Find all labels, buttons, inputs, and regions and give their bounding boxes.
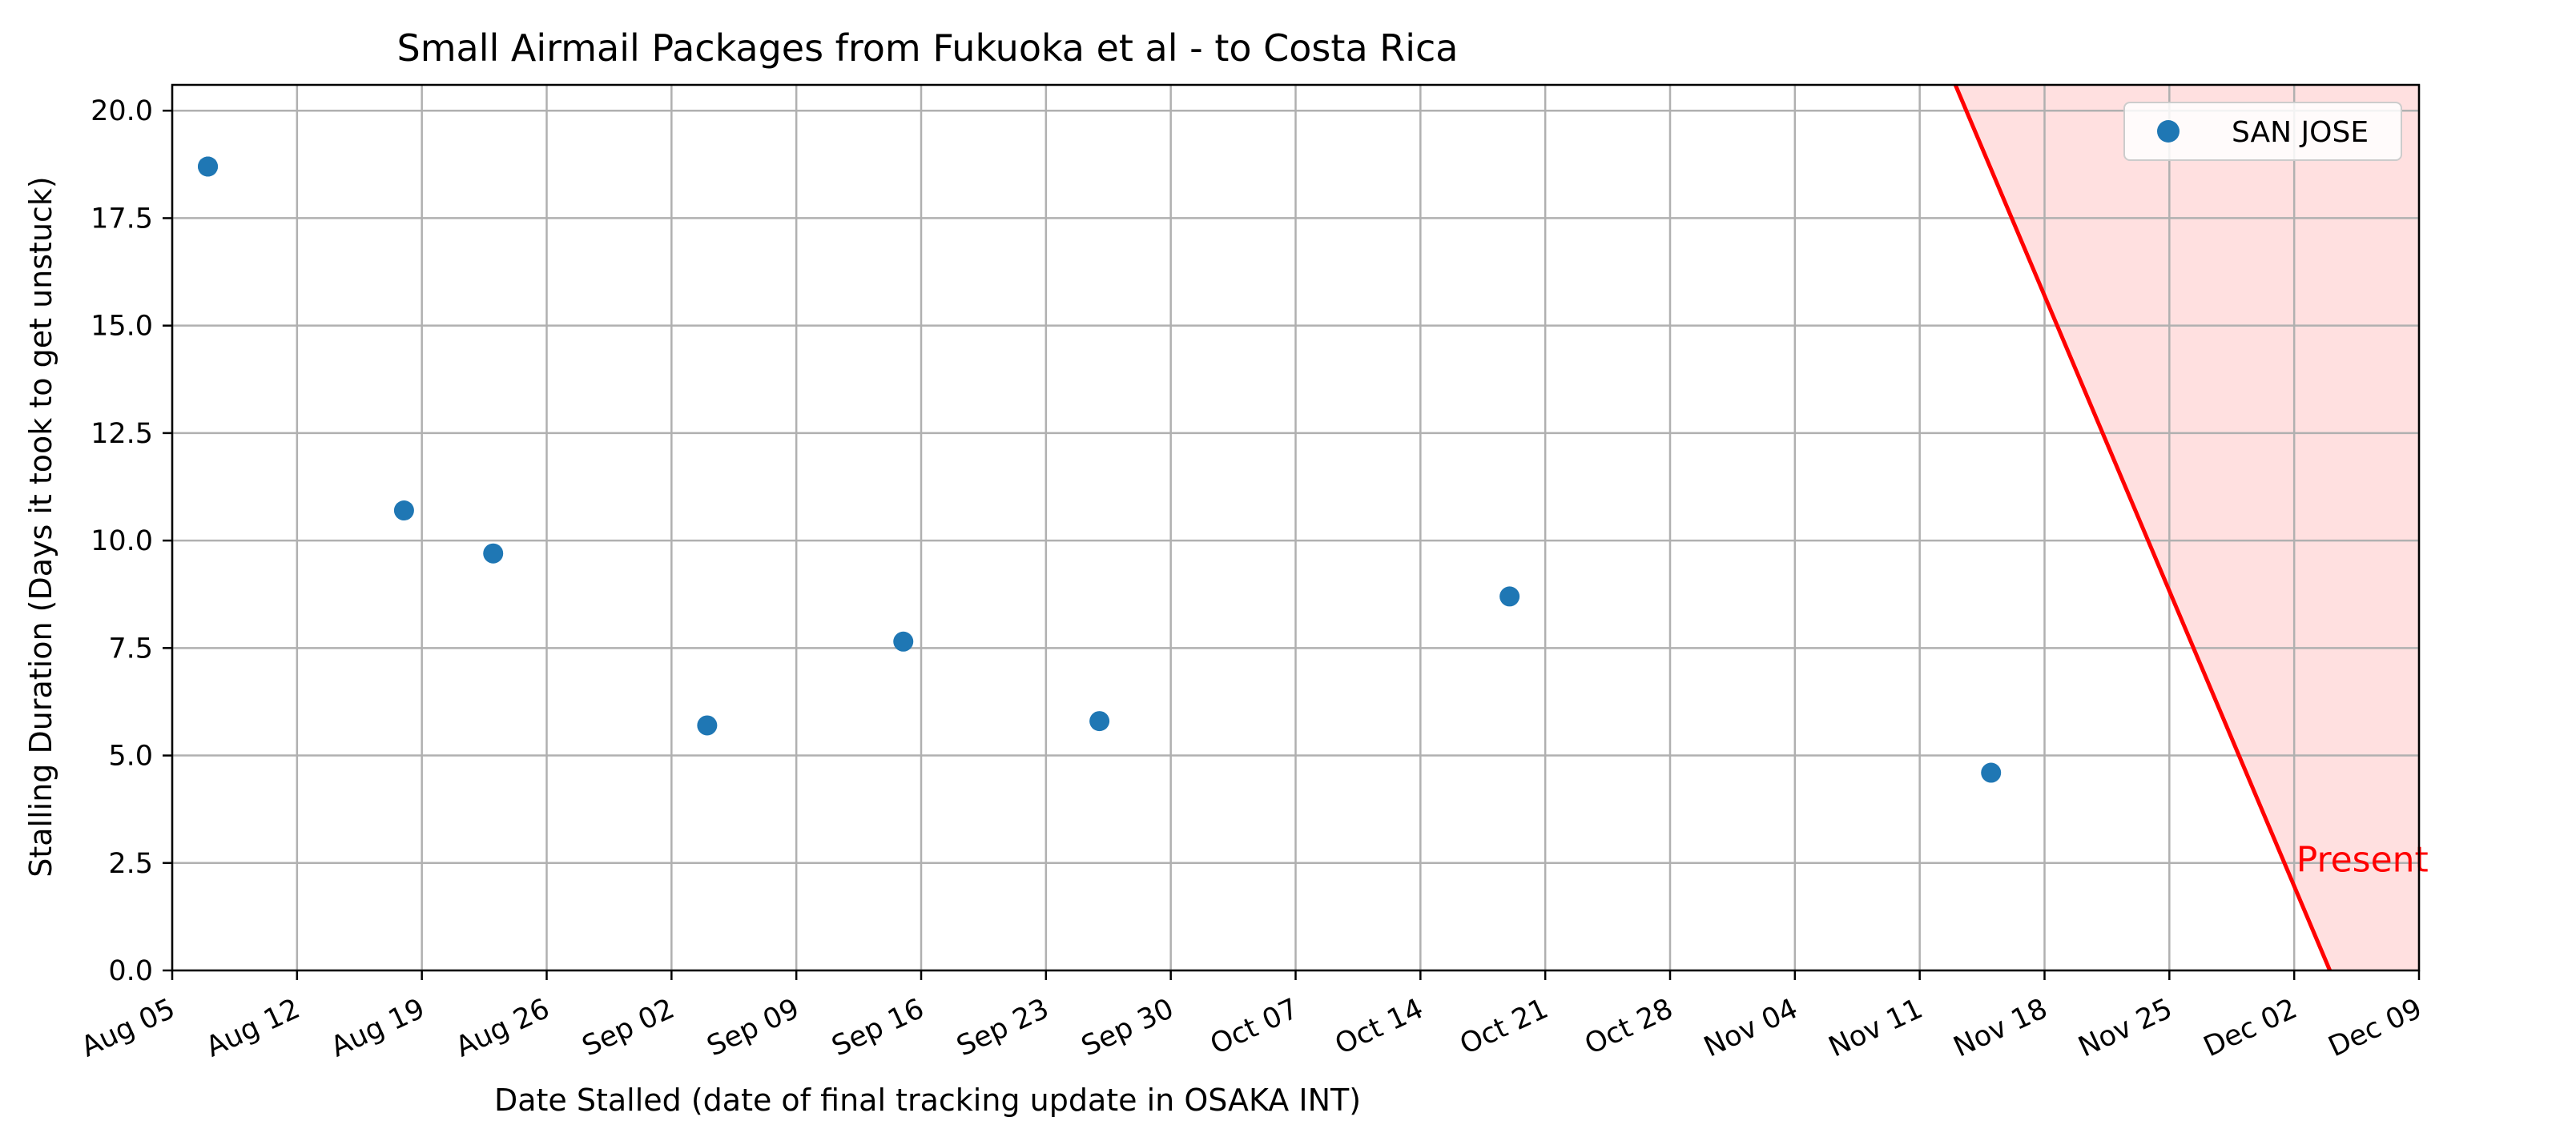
present-cutoff-line [1953, 85, 2332, 970]
x-tick-label: Aug 19 [326, 993, 429, 1064]
legend-marker [2157, 120, 2180, 143]
x-tick-label: Sep 02 [578, 993, 679, 1063]
y-tick-label: 12.5 [91, 418, 153, 450]
data-point [1981, 762, 2002, 783]
data-point [1499, 586, 1520, 607]
present-shaded-region [1955, 85, 2419, 970]
x-tick-label: Sep 30 [1077, 993, 1178, 1063]
data-point [198, 156, 219, 177]
y-tick-label: 7.5 [108, 633, 153, 665]
present-label: Present [2296, 840, 2429, 881]
x-tick-label: Oct 07 [1205, 993, 1303, 1061]
x-tick-label: Sep 16 [827, 993, 929, 1063]
legend-label: SAN JOSE [2232, 116, 2369, 149]
data-point [893, 631, 914, 652]
x-tick-label: Oct 21 [1455, 993, 1553, 1061]
x-tick-label: Dec 09 [2324, 993, 2427, 1063]
x-tick-label: Sep 09 [702, 993, 804, 1063]
legend: SAN JOSE [2123, 102, 2402, 161]
data-point [1089, 711, 1110, 732]
y-tick-label: 17.5 [91, 203, 153, 235]
x-tick-label: Nov 25 [2074, 993, 2177, 1064]
x-tick-label: Oct 28 [1580, 993, 1678, 1061]
plot-frame [171, 83, 2421, 972]
x-tick-label: Oct 14 [1330, 993, 1428, 1061]
legend-box [2123, 102, 2402, 161]
x-tick-label: Nov 04 [1699, 993, 1802, 1064]
x-tick-label: Aug 26 [451, 993, 554, 1064]
x-tick-label: Dec 02 [2199, 993, 2302, 1063]
y-tick-label: 10.0 [91, 525, 153, 557]
x-tick-label: Sep 23 [952, 993, 1053, 1063]
x-tick-label: Nov 18 [1949, 993, 2052, 1064]
x-axis-title: Date Stalled (date of final tracking upd… [494, 1083, 1361, 1118]
data-point [393, 500, 414, 521]
x-tick-label: Nov 11 [1824, 993, 1927, 1064]
plot-background-layer [1955, 85, 2419, 970]
y-axis-title: Stalling Duration (Days it took to get u… [23, 176, 58, 878]
x-tick-label: Aug 05 [77, 993, 180, 1064]
y-tick-label: 2.5 [108, 848, 153, 880]
data-point [483, 543, 504, 564]
marks-layer [198, 85, 2332, 970]
chart-title: Small Airmail Packages from Fukuoka et a… [397, 26, 1459, 70]
x-tick-label: Aug 12 [201, 993, 304, 1064]
y-tick-label: 20.0 [91, 95, 153, 127]
grid-layer [171, 85, 2421, 972]
y-tick-label: 0.0 [108, 955, 153, 987]
y-tick-label: 5.0 [108, 741, 153, 773]
y-tick-label: 15.0 [91, 311, 153, 343]
data-point [697, 715, 718, 736]
